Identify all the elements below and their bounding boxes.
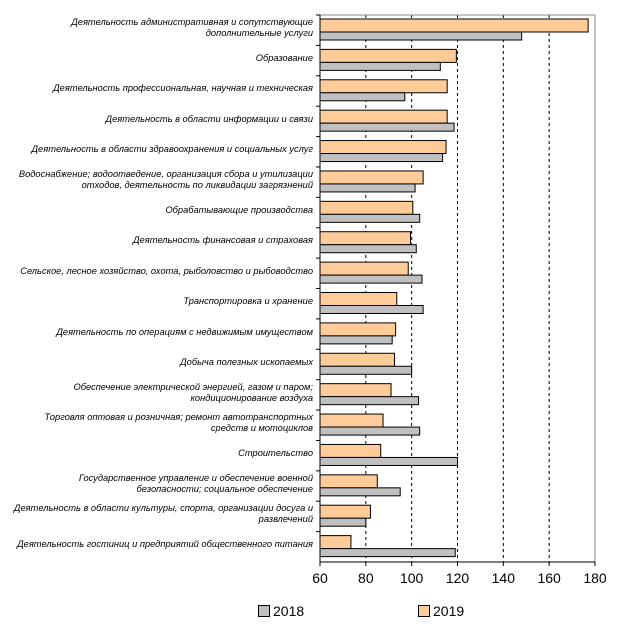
category-label: Образование [255,53,313,64]
category-label: Водоснабжение; водоотведение, организаци… [18,169,313,191]
category-label: Обеспечение электрической энергией, газо… [73,381,313,403]
bar-2019 [319,292,398,306]
category-label: Деятельность гостиниц и предприятий обще… [17,539,313,550]
category-label: Деятельность административная и сопутств… [71,17,313,39]
legend-label: 2019 [433,603,465,619]
x-tick-label: 120 [445,570,470,586]
bar-2019 [319,18,589,33]
x-tick-label: 180 [583,570,607,586]
bar-2018 [319,426,421,436]
x-tick-label: 140 [491,570,515,586]
bar-2018 [319,487,401,497]
bar-2019 [319,383,392,398]
category-label: Деятельность по операциям с недвижимым и… [56,326,313,337]
x-tick-label: 100 [399,570,424,586]
bar-2019 [319,170,424,185]
category-label: Деятельность профессиональная, научная и… [53,83,313,94]
category-label: Строительство [238,448,313,459]
bar-2018 [319,274,423,284]
category-label: Добыча полезных ископаемых [180,356,313,367]
bar-2019 [319,352,395,367]
bar-2019 [319,322,397,337]
bar-2018 [319,31,523,41]
category-label: Торговля оптовая и розничная; ремонт авт… [44,412,314,434]
bar-2018 [319,92,406,102]
category-label: Деятельность в области культуры, спорта,… [13,503,313,525]
bar-2018 [319,517,367,527]
bar-2018 [319,153,444,163]
bar-2018 [319,244,417,254]
bar-2018 [319,396,420,406]
legend-swatch-2019 [418,605,430,617]
bar-2019 [319,443,382,458]
x-tick-label: 60 [312,570,328,586]
category-label: Транспортировка и хранение [183,296,313,307]
category-label: Деятельность в области информации и связ… [105,113,313,124]
bar-2018 [319,305,424,314]
bar-2019 [319,261,409,276]
bar-2019 [319,504,371,519]
legend-item-2018: 2018 [258,603,304,619]
bar-2019 [319,109,448,124]
bar-2018 [319,213,421,223]
bar-2019 [319,48,457,63]
category-label: Деятельность финансовая и страховая [133,235,313,246]
legend-swatch-2018 [258,605,270,617]
bar-2019 [319,413,384,428]
bar-2019 [319,79,448,94]
bar-2018 [319,548,456,558]
category-label: Государственное управление и обеспечение… [78,473,313,495]
bar-2019 [319,140,447,155]
bar-2019 [319,535,352,550]
bar-2018 [319,122,455,132]
legend-label: 2018 [273,603,305,619]
bar-2018 [319,61,441,71]
bar-2019 [319,474,378,489]
x-tick-label: 80 [358,570,374,586]
category-label: Сельское, лесное хозяйство, охота, рыбол… [20,265,313,276]
bar-2018 [319,365,413,375]
bar-2018 [319,183,416,193]
legend-item-2019: 2019 [418,603,464,619]
bar-2018 [319,456,458,466]
category-label: Обрабатывающие производства [165,205,313,216]
bar-2018 [319,335,393,345]
category-label: Деятельность в области здравоохранения и… [31,144,313,155]
bar-2019 [319,231,412,246]
x-tick-label: 160 [537,570,561,586]
bar-2019 [319,200,414,215]
